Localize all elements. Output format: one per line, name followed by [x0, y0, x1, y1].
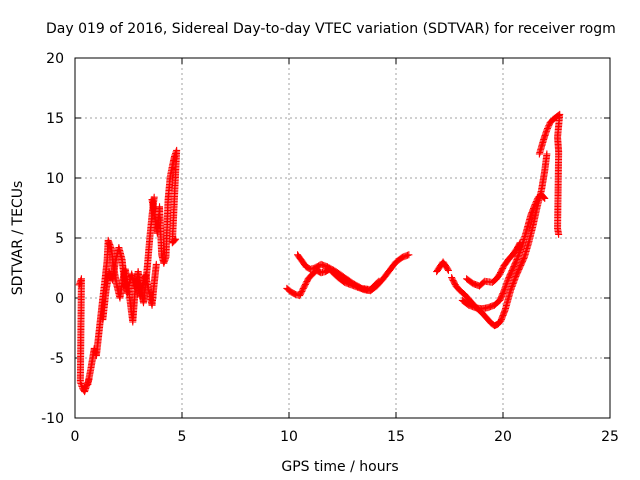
data-point-trace: [443, 264, 451, 272]
x-axis-label: GPS time / hours: [281, 459, 398, 475]
series-seg-g: [326, 264, 383, 294]
x-tick-label: 5: [178, 429, 187, 445]
series-seg-k: [463, 239, 524, 290]
data-point-trace: [299, 286, 307, 294]
grid-lines: [75, 58, 610, 418]
data-point-trace: [499, 264, 507, 272]
series-seg-c: [99, 244, 160, 324]
data-point-trace: [444, 265, 452, 273]
series-seg-l: [535, 110, 564, 238]
data-point-trace: [390, 260, 398, 268]
data-point-trace: [515, 266, 523, 274]
data-point-trace: [515, 240, 523, 248]
data-point-trace: [515, 241, 523, 249]
data-point-trace: [554, 229, 562, 237]
data-point-trace: [330, 266, 338, 274]
data-point-trace: [373, 279, 381, 287]
data-point-trace: [506, 288, 514, 296]
x-tick-label: 0: [71, 429, 80, 445]
data-point-trace: [118, 254, 126, 262]
data-point-trace: [511, 247, 519, 255]
data-point-trace: [488, 320, 496, 328]
x-tick-label: 20: [494, 429, 512, 445]
data-point-trace: [347, 278, 355, 286]
data-point-trace: [545, 122, 553, 130]
data-point-trace: [296, 254, 304, 262]
data-point-trace: [170, 237, 178, 245]
y-tick-label: -5: [50, 351, 64, 367]
y-tick-label: 15: [46, 111, 64, 127]
data-point-trace: [450, 279, 458, 287]
data-point-trace: [289, 289, 297, 297]
data-point-trace: [499, 290, 507, 298]
chart-title: Day 019 of 2016, Sidereal Day-to-day VTE…: [46, 21, 616, 37]
data-point-trace: [543, 152, 551, 160]
axis-ticks: 0 5 10 15 20 25 -10 -5 0 5 10 15 20: [41, 51, 619, 445]
data-point-trace: [107, 243, 115, 251]
data-point-trace: [161, 255, 169, 263]
y-tick-label: 5: [55, 231, 64, 247]
data-point-trace: [374, 278, 382, 286]
data-point-trace: [138, 284, 146, 292]
x-tick-label: 15: [387, 429, 405, 445]
data-point-trace: [152, 262, 160, 270]
data-point-trace: [507, 268, 515, 276]
data-point-trace: [112, 279, 120, 287]
series-seg-h: [433, 258, 452, 276]
x-tick-label: 10: [280, 429, 298, 445]
data-point-trace: [519, 256, 527, 264]
data-point-trace: [434, 265, 442, 273]
y-tick-label: -10: [41, 411, 64, 427]
series-seg-i: [448, 150, 551, 330]
y-tick-label: 10: [46, 171, 64, 187]
data-point-trace: [512, 258, 520, 266]
data-point-trace: [355, 283, 363, 291]
data-points: [75, 110, 564, 396]
data-point-trace: [384, 269, 392, 277]
data-point-trace: [441, 260, 449, 268]
data-point-trace: [404, 251, 412, 259]
data-point-trace: [338, 272, 346, 280]
x-tick-label: 25: [601, 429, 619, 445]
data-point-trace: [540, 194, 548, 201]
data-point-trace: [490, 277, 498, 285]
data-point-trace: [303, 278, 311, 286]
y-tick-label: 20: [46, 51, 64, 67]
series-seg-j: [458, 191, 549, 313]
data-point-trace: [533, 196, 541, 204]
data-point-trace: [479, 279, 487, 287]
series-seg-d: [148, 146, 181, 267]
y-axis-label: SDTVAR / TECUs: [10, 181, 26, 296]
data-point-trace: [539, 193, 547, 201]
data-point-trace: [494, 272, 502, 280]
data-point-trace: [171, 236, 179, 244]
data-point-trace: [111, 258, 119, 266]
y-tick-label: 0: [55, 291, 64, 307]
